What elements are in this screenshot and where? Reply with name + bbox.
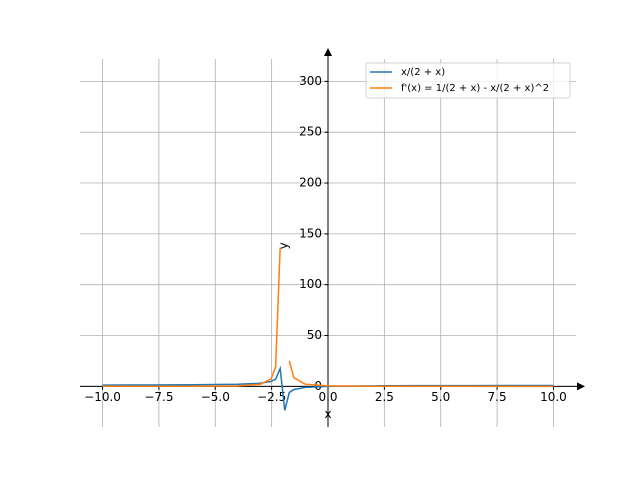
x-tick-label: 7.5 <box>488 390 507 404</box>
legend-label: x/(2 + x) <box>401 67 445 78</box>
legend-label: f'(x) = 1/(2 + x) - x/(2 + x)^2 <box>401 83 549 94</box>
y-tick-label: 300 <box>299 74 322 88</box>
x-tick-label: 0.0 <box>318 390 337 404</box>
x-tick-label: 5.0 <box>431 390 450 404</box>
series-line <box>102 247 554 388</box>
y-axis-label: y <box>277 242 291 249</box>
x-tick-label: −5.0 <box>201 390 230 404</box>
x-axis-label: x <box>324 407 331 421</box>
y-tick-label: 50 <box>307 328 322 342</box>
y-tick-label: 250 <box>299 125 322 139</box>
x-tick-label: −10.0 <box>84 390 121 404</box>
x-arrow <box>577 382 585 391</box>
y-tick-label: 100 <box>299 277 322 291</box>
y-arrow <box>324 48 332 56</box>
x-tick-label: −2.5 <box>257 390 286 404</box>
x-tick-label: 10.0 <box>540 390 567 404</box>
y-tick-label: 200 <box>299 176 322 190</box>
x-tick-label: −7.5 <box>144 390 173 404</box>
x-tick-label: 2.5 <box>375 390 394 404</box>
y-tick-label: 150 <box>299 226 322 240</box>
legend-box <box>365 62 571 99</box>
